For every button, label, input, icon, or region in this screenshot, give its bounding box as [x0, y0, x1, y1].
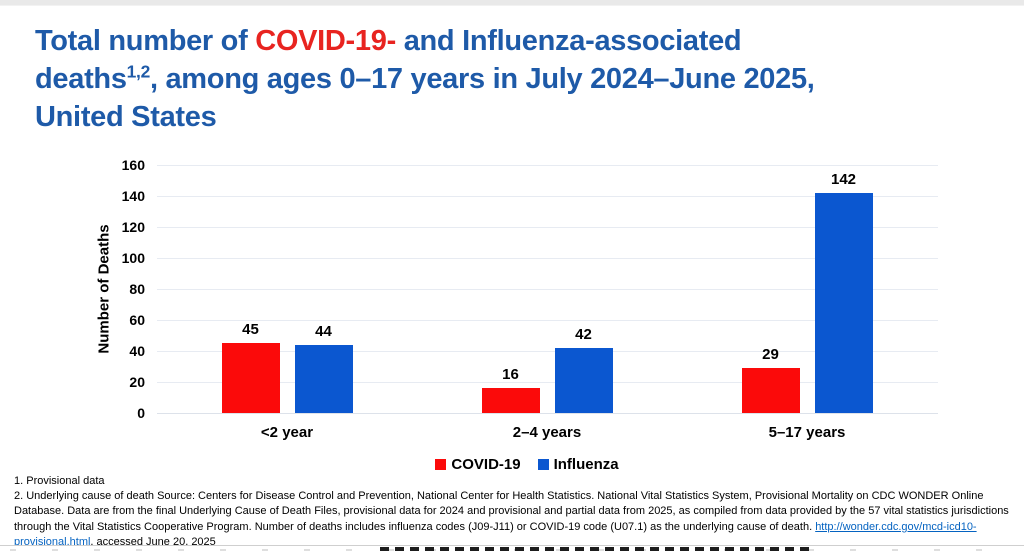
next-slide-text-peek — [380, 547, 810, 551]
y-tick-label: 0 — [137, 405, 145, 421]
next-slide-edge — [0, 545, 1024, 551]
legend-item-influenza: Influenza — [537, 456, 619, 473]
title-line-2: deaths1,2, among ages 0–17 years in July… — [35, 60, 815, 98]
footnote-1: 1. Provisional data — [14, 475, 105, 487]
bar-value-label: 42 — [575, 325, 592, 343]
influenza-legend-swatch — [537, 459, 549, 470]
title-line-3: United States — [35, 101, 217, 133]
title-text: , among ages 0–17 years in July 2024–Jun… — [149, 63, 815, 95]
bar-value-label: 45 — [242, 321, 259, 339]
influenza-bar — [554, 347, 613, 413]
bar-group: 29 142 — [741, 170, 873, 413]
title-text: deaths — [35, 63, 127, 95]
title-covid-highlight: COVID-19- — [255, 25, 396, 57]
bar-group: 16 42 — [481, 325, 613, 413]
y-tick-label: 60 — [129, 312, 145, 328]
chart-legend: COVID-19 Influenza — [15, 456, 1024, 473]
gridline — [157, 165, 938, 166]
gridline — [157, 258, 938, 259]
y-tick-label: 100 — [121, 250, 145, 266]
slide-title: Total number of COVID-19- and Influenza-… — [35, 22, 815, 136]
bar-value-label: 44 — [315, 322, 332, 340]
y-tick-label: 40 — [129, 343, 145, 359]
bar-value-label: 16 — [502, 366, 519, 384]
gridline — [157, 382, 938, 383]
footnote-2-suffix: , accessed June 20, 2025 — [90, 535, 216, 548]
y-tick-label: 80 — [129, 281, 145, 297]
bar-with-label: 42 — [554, 325, 613, 413]
bar-group: 45 44 — [221, 321, 353, 413]
footnotes: 1. Provisional data 2. Underlying cause … — [14, 474, 1016, 550]
bar-with-label: 29 — [741, 346, 800, 413]
legend-label: COVID-19 — [451, 456, 521, 473]
x-axis-category-label: 5–17 years — [768, 424, 846, 441]
gridline — [157, 196, 938, 197]
gridline — [157, 351, 938, 352]
gridline — [157, 289, 938, 290]
bar-value-label: 29 — [762, 346, 779, 364]
previous-slide-edge — [0, 0, 1024, 6]
footnote-2-text: 2. Underlying cause of death Source: Cen… — [14, 490, 1009, 533]
gridline — [157, 227, 938, 228]
bar-value-label: 142 — [830, 170, 857, 188]
y-tick-label: 120 — [121, 219, 145, 235]
x-axis-category-label: 2–4 years — [512, 424, 582, 441]
y-tick-label: 140 — [121, 188, 145, 204]
legend-label: Influenza — [553, 456, 619, 473]
covid-19-legend-swatch — [435, 459, 447, 470]
y-tick-label: 20 — [129, 374, 145, 390]
gridline — [157, 413, 938, 414]
covid-19-bar — [221, 343, 280, 413]
title-text: Total number of — [35, 25, 256, 57]
legend-item-covid-19: COVID-19 — [435, 456, 521, 473]
title-text: and Influenza-associated — [395, 25, 742, 57]
bar-with-label: 142 — [814, 170, 873, 413]
y-tick-label: 160 — [121, 157, 145, 173]
plot-area: 0 20 40 60 80 100 120 140 160 45 44 <2 year 16 42 2–4 … — [122, 157, 938, 441]
bar-with-label: 44 — [294, 322, 353, 413]
x-axis-category-label: <2 year — [260, 424, 314, 441]
footnote-2: 2. Underlying cause of death Source: Cen… — [14, 489, 1016, 550]
title-line-1: Total number of COVID-19- and Influenza-… — [35, 22, 815, 60]
bar-with-label: 45 — [221, 321, 280, 413]
covid-19-bar — [481, 388, 540, 413]
gridline — [157, 320, 938, 321]
title-footnote-marker: 1,2 — [126, 61, 151, 82]
bar-with-label: 16 — [481, 366, 540, 413]
influenza-bar — [294, 344, 353, 413]
wonder-cdc-link[interactable]: http://wonder.cdc.gov/mcd-icd10-provisio… — [14, 520, 977, 548]
influenza-bar — [814, 192, 873, 413]
covid-19-bar — [741, 368, 800, 413]
